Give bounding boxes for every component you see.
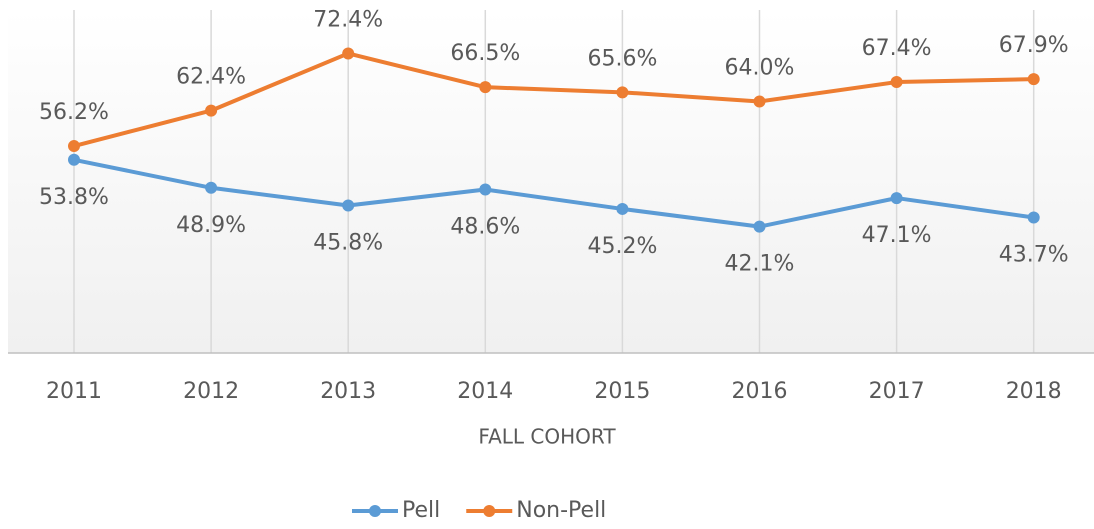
data-label: 66.5% — [450, 41, 520, 66]
data-point — [890, 76, 903, 89]
data-label: 65.6% — [587, 46, 657, 71]
data-label: 45.2% — [587, 234, 657, 259]
data-label: 42.1% — [725, 252, 795, 277]
data-label: 56.2% — [39, 100, 109, 125]
data-label: 47.1% — [862, 223, 932, 248]
data-label: 64.0% — [725, 55, 795, 80]
data-label: 67.9% — [999, 33, 1069, 58]
data-point — [1027, 73, 1040, 86]
x-tick-label: 2015 — [594, 379, 650, 404]
series-line — [73, 157, 1034, 229]
data-label: 67.4% — [862, 36, 932, 61]
x-tick-label: 2011 — [46, 379, 102, 404]
data-point — [342, 199, 355, 212]
data-point — [616, 202, 629, 215]
data-point — [479, 81, 492, 94]
data-point — [68, 140, 80, 153]
x-axis-title: FALL COHORT — [478, 425, 616, 449]
data-label: 45.8% — [313, 231, 383, 256]
legend-label: Non-Pell — [516, 498, 606, 523]
data-label: 43.7% — [999, 243, 1069, 268]
data-label: 62.4% — [176, 65, 246, 90]
data-point — [1027, 211, 1040, 224]
x-tick-label: 2014 — [457, 379, 513, 404]
x-tick-label: 2012 — [183, 379, 239, 404]
x-tick-label: 2013 — [320, 379, 376, 404]
data-label: 48.9% — [176, 213, 246, 238]
data-point — [205, 104, 218, 117]
legend-marker — [369, 505, 381, 517]
data-point — [479, 183, 492, 196]
series-line — [73, 51, 1034, 148]
data-point — [753, 220, 766, 233]
legend-marker — [483, 505, 496, 517]
legend-label: Pell — [402, 498, 440, 523]
data-point — [205, 181, 218, 194]
data-point — [753, 95, 766, 108]
data-point — [616, 86, 629, 99]
data-point — [342, 47, 355, 60]
data-label: 48.6% — [450, 215, 520, 240]
data-point — [68, 153, 80, 166]
x-tick-label: 2016 — [732, 379, 788, 404]
x-tick-label: 2017 — [869, 379, 925, 404]
data-label: 72.4% — [313, 7, 383, 32]
data-label: 53.8% — [39, 185, 109, 210]
x-tick-label: 2018 — [1006, 379, 1062, 404]
data-point — [890, 192, 903, 205]
